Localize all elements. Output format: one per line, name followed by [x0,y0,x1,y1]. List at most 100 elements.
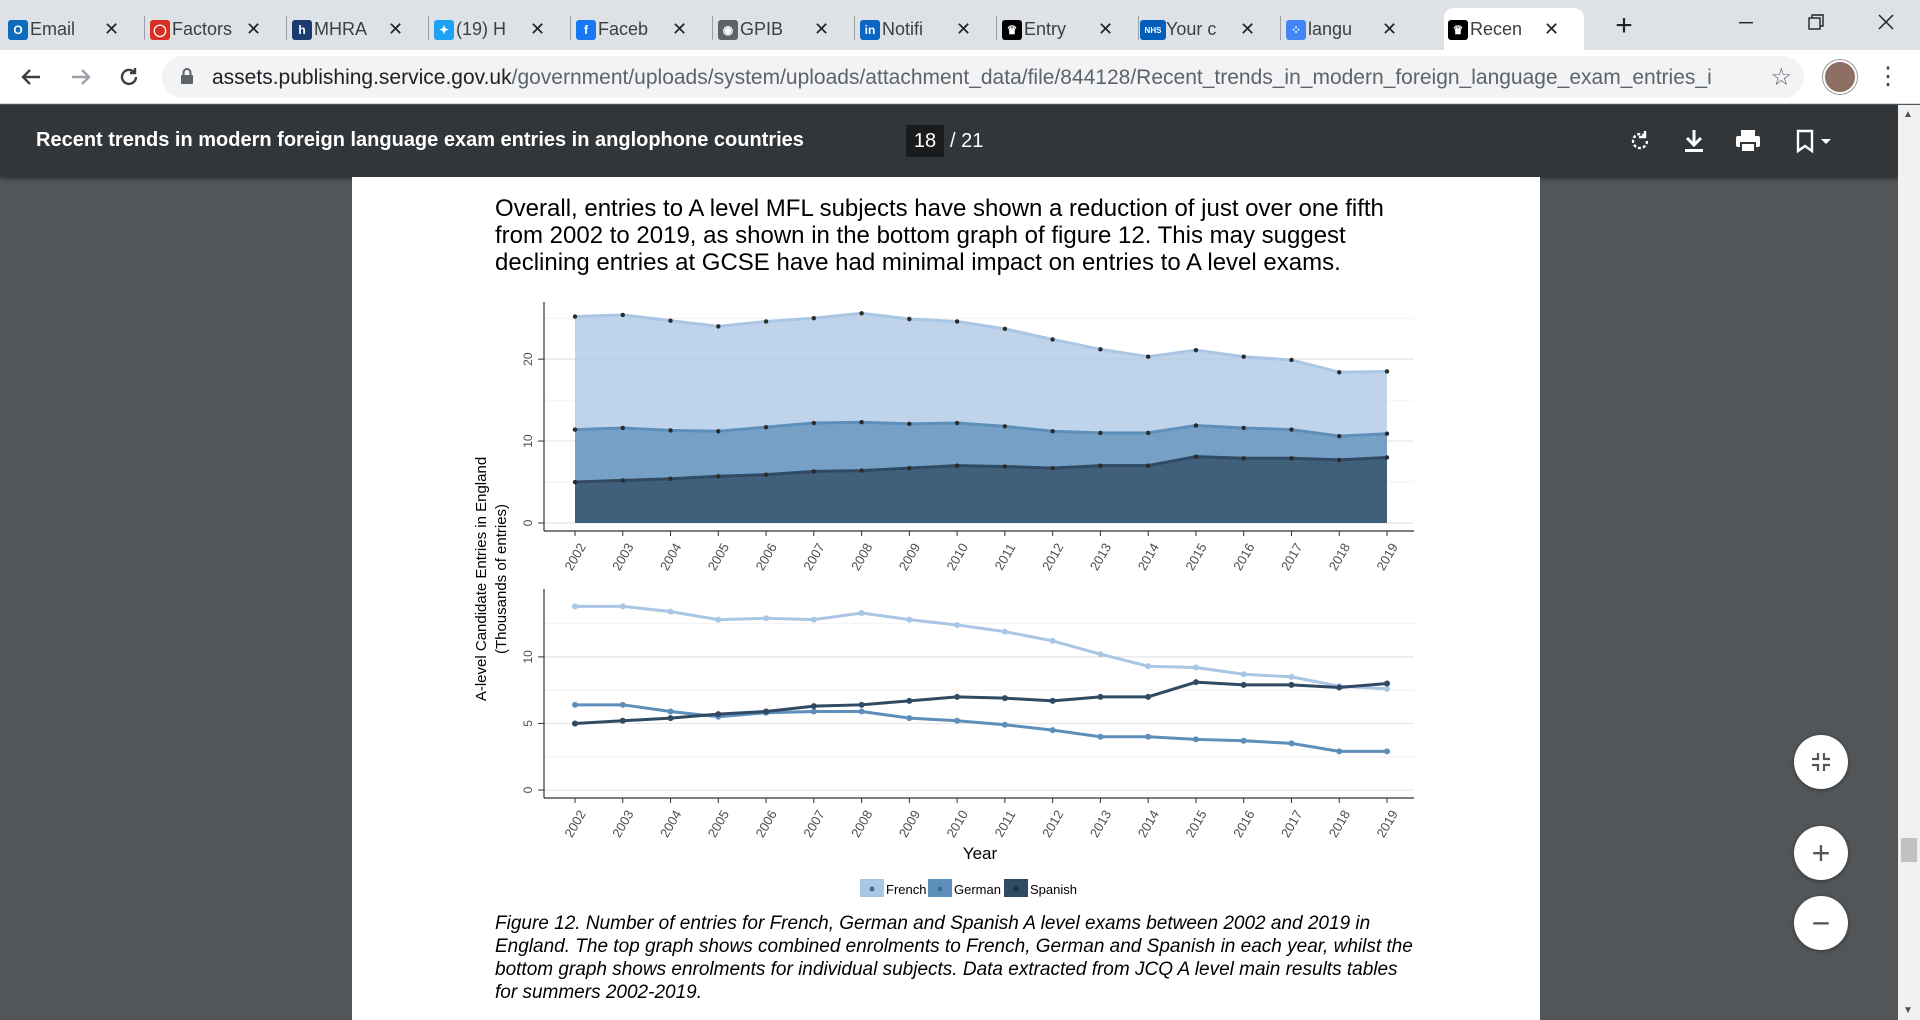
minimize-window-icon[interactable] [1716,0,1776,44]
point-german [1002,424,1008,429]
point-spanish [1384,680,1390,687]
close-tab-icon[interactable]: ✕ [1240,18,1256,39]
point-german [1384,431,1390,436]
point-spanish [954,693,961,700]
x-tick-label: 2002 [561,807,588,840]
scroll-down-icon[interactable]: ▼ [1903,1005,1913,1016]
point-spanish [620,478,625,483]
point-french [1002,326,1008,332]
outlook-icon: O [8,20,28,40]
browser-tab[interactable]: ✦ (19) H ✕ [430,8,568,50]
point-german [1336,748,1343,755]
x-tick-label: 2015 [1182,540,1209,573]
y-tick-label: 5 [521,720,535,727]
scrollbar-thumb[interactable] [1901,838,1917,862]
restore-window-icon[interactable] [1786,0,1846,44]
bookmark-star-icon[interactable]: ☆ [1770,64,1792,91]
point-german [572,701,578,708]
x-tick-label: 2015 [1182,807,1209,840]
print-icon[interactable] [1732,125,1764,157]
body-paragraph: Overall, entries to A level MFL subjects… [495,195,1384,276]
crown-icon: ♛ [1002,20,1022,40]
browser-tab[interactable]: ◉ GPIB ✕ [714,8,852,50]
tab-separator [1138,16,1139,40]
point-spanish [1098,463,1103,468]
point-german [620,425,625,431]
x-tick-label: 2012 [1039,807,1066,840]
browser-tab[interactable]: ◯ Factors ✕ [146,8,284,50]
point-french [620,312,625,318]
x-tick-label: 2011 [991,541,1018,573]
browser-tab[interactable]: h MHRA ✕ [288,8,426,50]
figure-caption: Figure 12. Number of entries for French,… [495,913,1413,1003]
point-spanish [906,697,913,704]
x-tick-label: 2007 [800,807,827,840]
browser-menu-icon[interactable]: ⋮ [1876,63,1900,90]
point-french [906,616,913,623]
close-tab-icon[interactable]: ✕ [956,18,972,39]
address-bar[interactable]: assets.publishing.service.gov.uk/governm… [162,56,1804,98]
close-tab-icon[interactable]: ✕ [1544,18,1560,39]
browser-tab[interactable]: O Email ✕ [4,8,142,50]
bookmark-menu-icon[interactable] [1792,125,1840,157]
point-spanish [954,463,960,468]
document-title: Recent trends in modern foreign language… [36,129,804,151]
vertical-scrollbar[interactable]: ▲ ▼ [1898,105,1920,1020]
reload-icon[interactable] [112,60,146,94]
point-spanish [907,465,912,471]
tab-separator [570,16,571,40]
legend-marker [937,886,943,892]
point-french [619,603,626,610]
tab-title: Notifi [882,18,924,39]
area-line-german [574,420,1388,438]
close-tab-icon[interactable]: ✕ [1098,18,1114,39]
x-tick-label: 2018 [1326,540,1353,573]
browser-tab[interactable]: f Faceb ✕ [572,8,710,50]
x-tick-label: 2004 [657,540,684,573]
browser-tab[interactable]: ⁘ langu ✕ [1282,8,1420,50]
zoom-in-icon[interactable]: + [1794,826,1848,880]
x-tick-label: 2017 [1278,807,1305,840]
area-line-french [574,311,1388,374]
close-tab-icon[interactable]: ✕ [814,18,830,39]
close-window-icon[interactable] [1856,0,1916,44]
point-french [1241,354,1246,359]
browser-tab[interactable]: in Notifi ✕ [856,8,994,50]
point-german [1050,429,1055,434]
point-spanish [1002,464,1008,469]
point-spanish [1049,697,1056,704]
profile-avatar[interactable] [1823,60,1857,94]
rotate-icon[interactable] [1624,125,1656,157]
tab-separator [144,16,145,40]
figure-12-chart: 0 10 20 2002 2003 2004 2005 2006 2007 2008 2009 201… [473,302,1414,897]
point-french [667,608,674,615]
scroll-up-icon[interactable]: ▲ [1903,109,1913,120]
x-tick-label: 2004 [657,807,684,840]
point-german [667,708,674,715]
forward-icon[interactable] [64,60,98,94]
point-spanish [1288,681,1295,688]
close-tab-icon[interactable]: ✕ [246,18,262,39]
close-tab-icon[interactable]: ✕ [530,18,546,39]
download-icon[interactable] [1678,125,1710,157]
browser-tab[interactable]: ♛ Recen ✕ [1444,8,1584,50]
close-tab-icon[interactable]: ✕ [388,18,404,39]
fit-to-page-icon[interactable] [1794,735,1848,789]
page-number-input[interactable]: 18 [906,125,944,157]
pdf-page: Overall, entries to A level MFL subjects… [352,177,1540,1020]
url-text[interactable]: assets.publishing.service.gov.uk/governm… [212,66,1712,90]
close-tab-icon[interactable]: ✕ [104,18,120,39]
close-tab-icon[interactable]: ✕ [672,18,688,39]
browser-tab[interactable]: NHS Your c ✕ [1140,8,1278,50]
browser-tab[interactable]: ♛ Entry ✕ [998,8,1136,50]
point-french [1097,651,1104,658]
point-spanish [1001,695,1008,702]
close-tab-icon[interactable]: ✕ [1382,18,1398,39]
pdf-toolbar: Recent trends in modern foreign language… [0,105,1898,177]
point-spanish [572,479,578,485]
point-spanish [1384,455,1390,460]
point-spanish [1145,463,1151,468]
back-icon[interactable] [14,60,48,94]
zoom-out-icon[interactable]: − [1794,896,1848,950]
new-tab-icon[interactable]: + [1615,9,1633,42]
